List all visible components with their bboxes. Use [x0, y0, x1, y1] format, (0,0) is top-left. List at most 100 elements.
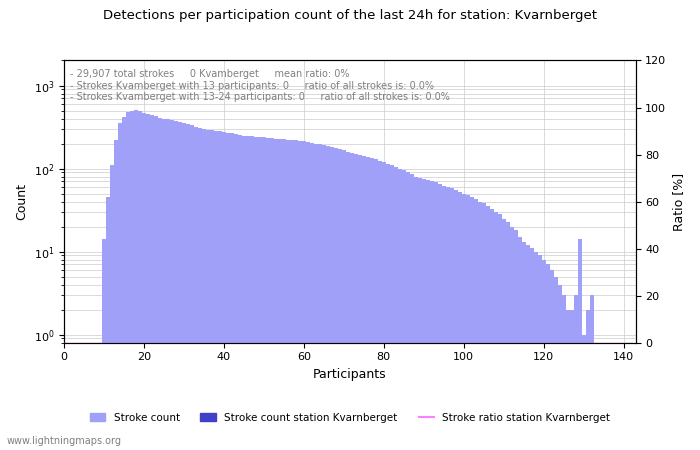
- Bar: [278, 139, 282, 450]
- Bar: [370, 158, 374, 450]
- Bar: [170, 121, 174, 450]
- Bar: [382, 162, 386, 450]
- Bar: [545, 265, 550, 450]
- Bar: [470, 198, 474, 450]
- Bar: [533, 252, 538, 450]
- Bar: [130, 111, 134, 450]
- Bar: [118, 123, 122, 450]
- Y-axis label: Count: Count: [15, 183, 28, 220]
- Bar: [502, 219, 505, 450]
- Bar: [530, 248, 533, 450]
- Bar: [246, 136, 250, 450]
- Bar: [190, 126, 194, 450]
- Bar: [430, 181, 434, 450]
- Bar: [462, 194, 466, 450]
- Bar: [458, 192, 462, 450]
- Bar: [393, 167, 398, 450]
- Bar: [310, 143, 314, 450]
- Bar: [477, 202, 482, 450]
- Bar: [241, 135, 246, 450]
- Bar: [330, 147, 334, 450]
- Bar: [298, 141, 302, 450]
- Bar: [138, 111, 142, 450]
- Bar: [110, 165, 114, 450]
- Bar: [378, 161, 382, 450]
- Bar: [266, 138, 270, 450]
- Bar: [194, 126, 198, 450]
- Bar: [342, 150, 346, 450]
- Legend: Stroke count, Stroke count station Kvarnberget, Stroke ratio station Kvarnberget: Stroke count, Stroke count station Kvarn…: [85, 409, 615, 427]
- X-axis label: Participants: Participants: [313, 368, 386, 381]
- Bar: [542, 260, 545, 450]
- Bar: [142, 113, 146, 450]
- Bar: [518, 237, 522, 450]
- Bar: [589, 295, 594, 450]
- Bar: [354, 154, 358, 450]
- Bar: [578, 239, 582, 450]
- Bar: [206, 130, 210, 450]
- Bar: [554, 277, 558, 450]
- Bar: [494, 212, 498, 450]
- Bar: [258, 137, 262, 450]
- Bar: [566, 310, 570, 450]
- Bar: [134, 110, 138, 450]
- Bar: [282, 140, 286, 450]
- Bar: [558, 285, 561, 450]
- Bar: [162, 118, 166, 450]
- Bar: [290, 140, 294, 450]
- Bar: [418, 177, 421, 450]
- Bar: [334, 148, 338, 450]
- Bar: [234, 134, 238, 450]
- Text: - 29,907 total strokes     0 Kvamberget     mean ratio: 0%
- Strokes Kvamberget : - 29,907 total strokes 0 Kvamberget mean…: [69, 69, 449, 102]
- Bar: [390, 165, 393, 450]
- Bar: [146, 114, 150, 450]
- Bar: [230, 133, 234, 450]
- Bar: [306, 142, 310, 450]
- Bar: [218, 131, 222, 450]
- Bar: [505, 221, 510, 450]
- Bar: [122, 117, 126, 450]
- Bar: [210, 130, 214, 450]
- Bar: [526, 245, 530, 450]
- Bar: [338, 149, 342, 450]
- Bar: [582, 335, 586, 450]
- Bar: [350, 153, 354, 450]
- Bar: [406, 172, 410, 450]
- Bar: [482, 203, 486, 450]
- Bar: [446, 187, 449, 450]
- Bar: [106, 198, 110, 450]
- Bar: [102, 239, 106, 450]
- Bar: [186, 124, 190, 450]
- Bar: [386, 163, 390, 450]
- Bar: [510, 227, 514, 450]
- Bar: [222, 132, 226, 450]
- Bar: [346, 152, 350, 450]
- Bar: [421, 179, 426, 450]
- Bar: [114, 140, 118, 450]
- Bar: [538, 256, 542, 450]
- Bar: [586, 310, 589, 450]
- Bar: [286, 140, 290, 450]
- Bar: [314, 144, 318, 450]
- Bar: [438, 184, 442, 450]
- Bar: [270, 138, 274, 450]
- Bar: [274, 139, 278, 450]
- Bar: [262, 137, 266, 450]
- Bar: [398, 169, 402, 450]
- Bar: [466, 195, 470, 450]
- Bar: [402, 171, 406, 450]
- Bar: [550, 270, 554, 450]
- Y-axis label: Ratio [%]: Ratio [%]: [672, 172, 685, 231]
- Bar: [158, 117, 162, 450]
- Bar: [426, 180, 430, 450]
- Bar: [202, 129, 206, 450]
- Bar: [490, 208, 493, 450]
- Bar: [182, 123, 186, 450]
- Bar: [365, 157, 370, 450]
- Bar: [322, 145, 326, 450]
- Bar: [486, 207, 490, 450]
- Bar: [250, 136, 254, 450]
- Bar: [166, 119, 170, 450]
- Bar: [326, 146, 330, 450]
- Bar: [374, 159, 378, 450]
